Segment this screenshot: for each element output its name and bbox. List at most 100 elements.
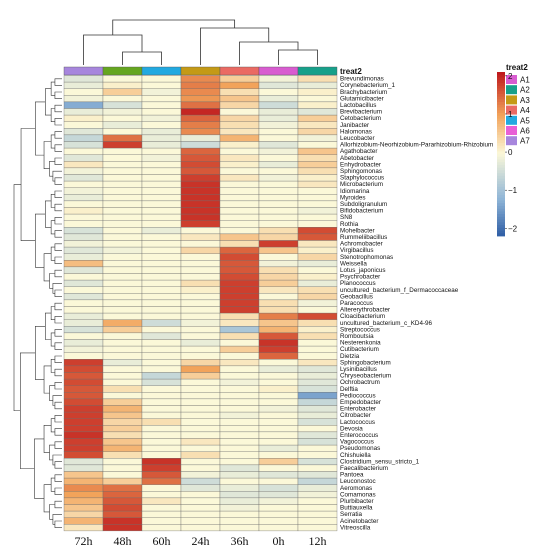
heatmap-cell	[297, 312, 338, 320]
column-label: 48h	[114, 534, 132, 548]
row-label: Sphingomonas	[340, 168, 382, 175]
annotation-bar-title: treat2	[340, 67, 362, 76]
heatmap-cell	[102, 345, 143, 353]
heatmap-cell	[63, 154, 104, 162]
row-label: Altererythrobacter	[340, 307, 390, 314]
heatmap-cell	[102, 260, 143, 268]
heatmap-cell	[180, 286, 221, 294]
row-label: Stenotrophomonas	[340, 254, 393, 261]
dendrogram-branch	[54, 217, 62, 225]
dendrogram-branch	[54, 487, 62, 495]
heatmap-cell	[102, 444, 143, 452]
heatmap-cell	[63, 81, 104, 89]
heatmap-cell	[297, 458, 338, 466]
dendrogram-branch	[54, 441, 62, 449]
heatmap-cell	[102, 464, 143, 472]
heatmap-cell	[102, 286, 143, 294]
row-label: Mohelbacter	[340, 227, 375, 234]
heatmap-cell	[180, 359, 221, 367]
heatmap-cell	[297, 411, 338, 419]
heatmap-cell	[297, 108, 338, 116]
colorbar-segment	[497, 85, 505, 89]
heatmap-cell	[180, 497, 221, 505]
legend-swatch	[506, 105, 517, 115]
colorbar-segment	[497, 197, 505, 201]
heatmap-cell	[219, 174, 260, 182]
heatmap-cell	[258, 385, 299, 393]
heatmap-cell	[219, 319, 260, 327]
row-label: Enhydrobacter	[340, 161, 381, 168]
heatmap-cell	[219, 392, 260, 400]
dendrogram-branch	[83, 34, 143, 65]
heatmap-cell	[141, 418, 182, 426]
heatmap-cell	[102, 326, 143, 334]
heatmap-cell	[297, 405, 338, 413]
dendrogram-branch	[50, 194, 55, 208]
row-label: Weissella	[340, 260, 367, 267]
heatmap-cell	[258, 279, 299, 287]
heatmap-cell	[180, 405, 221, 413]
heatmap-cell	[180, 471, 221, 479]
row-labels: BrevundimonasCorynebacterium_1Brachybact…	[340, 76, 493, 532]
heatmap-cell	[141, 504, 182, 512]
row-label: Devosia	[340, 425, 363, 432]
colorbar-segment	[497, 200, 505, 204]
heatmap-cell	[102, 108, 143, 116]
row-label: Nesterenkonia	[340, 340, 381, 347]
annotation-cell	[297, 66, 338, 76]
heatmap-cell	[297, 497, 338, 505]
heatmap-cell	[141, 339, 182, 347]
colorbar-ticks: 2 1 0 −1 −2	[505, 72, 518, 233]
row-label: Allorhizobium-Neorhizobium-Pararhizobium…	[340, 142, 493, 149]
heatmap-cell	[102, 471, 143, 479]
colorbar-segment	[497, 80, 505, 84]
colorbar-segment	[497, 203, 505, 207]
heatmap-cell	[258, 134, 299, 142]
heatmap-cell	[297, 332, 338, 340]
row-label: SN8	[340, 214, 353, 221]
heatmap-cell	[258, 273, 299, 281]
row-label: Sphingobacterium	[340, 359, 391, 366]
heatmap-cell	[102, 299, 143, 307]
heatmap-cell	[180, 187, 221, 195]
column-label: 36h	[231, 534, 249, 548]
heatmap-cell	[141, 213, 182, 221]
heatmap-cell	[258, 438, 299, 446]
heatmap-cell	[63, 266, 104, 274]
heatmap-cell	[297, 359, 338, 367]
heatmap-cell	[180, 524, 221, 532]
heatmap-cell	[63, 174, 104, 182]
heatmap-cell	[297, 207, 338, 215]
heatmap-cell	[258, 504, 299, 512]
heatmap-cell	[180, 246, 221, 254]
heatmap-cell	[141, 180, 182, 188]
dendrogram-branch	[54, 316, 62, 324]
heatmap-cell	[219, 154, 260, 162]
heatmap-cell	[297, 392, 338, 400]
heatmap-cell	[102, 194, 143, 202]
row-label: Serratia	[340, 511, 363, 518]
heatmap-cell	[63, 167, 104, 175]
heatmap-cell	[258, 266, 299, 274]
heatmap-cell	[180, 451, 221, 459]
heatmap-cell	[63, 200, 104, 208]
dendrogram-branch	[50, 108, 55, 122]
colorbar-segment	[497, 129, 505, 133]
heatmap-cell	[63, 253, 104, 261]
heatmap-cell	[258, 180, 299, 188]
heatmap-cell	[297, 438, 338, 446]
heatmap-cell	[63, 339, 104, 347]
row-label: Vitreoscilla	[340, 524, 371, 531]
dendrogram-branch	[278, 49, 318, 65]
heatmap-cell	[219, 359, 260, 367]
colorbar-segment	[497, 132, 505, 136]
dendrogram-branch	[50, 134, 55, 149]
heatmap-cell	[258, 187, 299, 195]
colorbar-segment	[497, 162, 505, 166]
heatmap-cell	[219, 273, 260, 281]
heatmap-cell	[180, 273, 221, 281]
heatmap-cell	[258, 167, 299, 175]
heatmap-cell	[63, 108, 104, 116]
heatmap-cell	[102, 220, 143, 228]
heatmap-cell	[102, 339, 143, 347]
